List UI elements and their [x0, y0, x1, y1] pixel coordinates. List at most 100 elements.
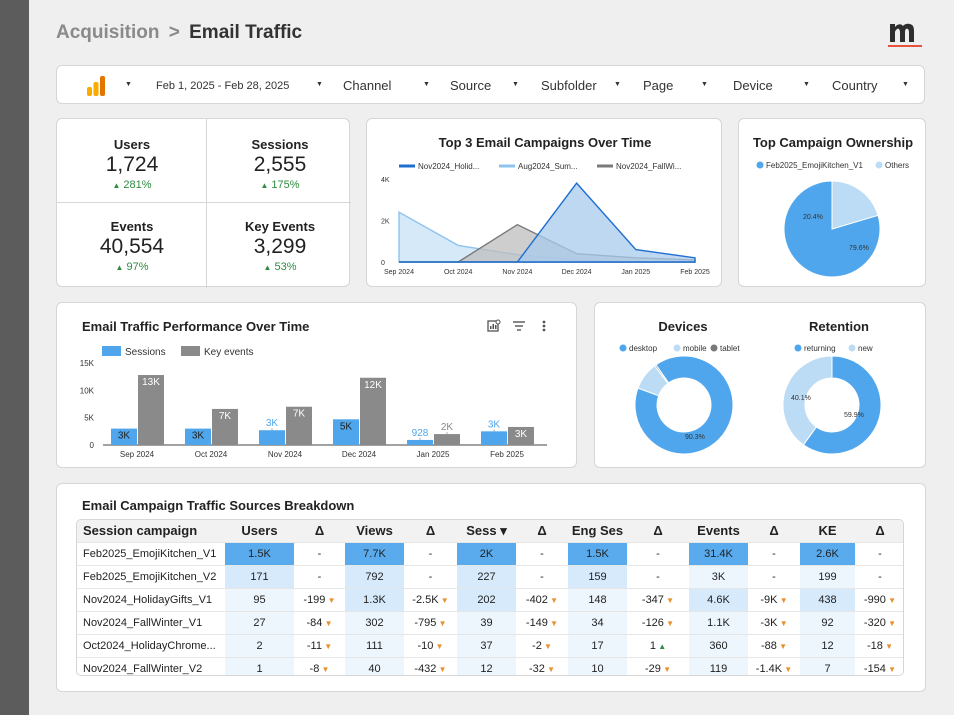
column-header[interactable]: Δ [855, 520, 903, 542]
subfolder-caret[interactable]: ▼ [614, 81, 621, 88]
table-row[interactable]: Feb2025_EmojiKitchen_V2 171 - 792 - 227 - 159 - 3… [77, 564, 903, 588]
delta-value: - [428, 570, 433, 583]
delta-value: -11 [306, 639, 322, 652]
data-label: 12K [364, 380, 382, 391]
column-header[interactable]: Sess ▾ [457, 520, 516, 542]
arrow-down-icon: ▼ [885, 595, 897, 605]
legend-dot [794, 344, 802, 352]
more-options-icon[interactable] [538, 319, 550, 333]
pie-slice-1 [831, 180, 879, 230]
column-header[interactable]: Eng Ses [568, 520, 627, 542]
table-cell: 12 [457, 656, 516, 675]
ownership-pie-chart[interactable]: Feb2025_EmojiKitchen_V1 Others 79.6% 20.4% [739, 155, 925, 285]
column-header[interactable]: Views [345, 520, 404, 542]
sources-table-container: Session campaign Users Δ Views Δ Sess ▾ Δ Eng S… [76, 519, 904, 676]
channel-filter[interactable]: Channel [343, 66, 391, 105]
performance-bar-chart[interactable]: Sessions Key events 15K 10K 5K 0 3K 13K Sep 2024… [57, 339, 576, 467]
delta-value: - [540, 570, 544, 583]
column-header[interactable]: Δ [404, 520, 457, 542]
table-cell: 360 [689, 633, 748, 657]
ownership-panel: Top Campaign Ownership Feb2025_EmojiKitc… [738, 118, 926, 287]
campaigns-over-time-panel: Top 3 Email Campaigns Over Time Nov2024_… [366, 118, 722, 287]
column-header[interactable]: Δ [516, 520, 568, 542]
campaigns-chart-title: Top 3 Email Campaigns Over Time [438, 135, 652, 150]
kpi-label: Key Events [244, 219, 316, 234]
chart-settings-icon[interactable] [487, 319, 501, 333]
data-label: 13K [142, 377, 160, 388]
source-caret[interactable]: ▼ [512, 81, 519, 88]
arrow-down-icon: ▼ [541, 641, 552, 651]
country-filter[interactable]: Country [832, 66, 878, 105]
page-caret[interactable]: ▼ [701, 81, 708, 88]
delta-value: - [428, 547, 433, 560]
delta-value: -84 [306, 616, 323, 629]
table-cell: 438 [800, 587, 855, 611]
device-caret[interactable]: ▼ [803, 81, 810, 88]
kpi-delta: ▲ 281% [59, 179, 205, 191]
column-header[interactable]: Users [225, 520, 294, 542]
table-header-row: Session campaign Users Δ Views Δ Sess ▾ Δ Eng S… [77, 520, 903, 542]
column-header[interactable]: Δ [748, 520, 800, 542]
devices-chart-title: Devices [658, 319, 708, 334]
source-filter[interactable]: Source [450, 66, 491, 105]
source-filter-label: Source [450, 78, 492, 93]
table-cell: 1 ▲ [627, 633, 689, 657]
arrow-down-icon: ▼ [777, 595, 788, 605]
table-row[interactable]: Nov2024_HolidayGifts_V1 95 -199 ▼ 1.3K -2.5K… [77, 587, 903, 611]
table-cell: -32 ▼ [516, 656, 568, 675]
table-cell: -9K ▼ [748, 587, 800, 611]
delta-value: -795 [414, 616, 437, 629]
subfolder-filter[interactable]: Subfolder [541, 66, 597, 105]
devices-donut-chart[interactable]: desktop mobile tablet 90.3% [599, 339, 769, 467]
delta-value: -29 [644, 662, 661, 675]
device-filter[interactable]: Device [733, 66, 773, 105]
column-header[interactable]: KE [800, 520, 855, 542]
table-cell: 7 [800, 656, 855, 675]
y-tick-label: 0 [90, 441, 95, 450]
table-cell: - [855, 564, 903, 588]
kpi-label: Events [110, 219, 154, 234]
table-row[interactable]: Oct2024_HolidayChrome... 2 -11 ▼ 111 -10 ▼ 37… [77, 633, 903, 657]
date-range-caret[interactable]: ▼ [316, 81, 323, 88]
column-header[interactable]: Δ [627, 520, 689, 542]
table-cell: 202 [457, 587, 516, 611]
legend-label: Feb2025_EmojiKitchen_V1 [766, 161, 864, 170]
table-cell: - [627, 541, 689, 565]
analytics-icon[interactable] [85, 75, 107, 97]
data-label: 3K [118, 431, 131, 442]
delta-value: - [656, 547, 660, 560]
date-range-filter[interactable]: Feb 1, 2025 - Feb 28, 2025 [156, 66, 289, 105]
page-filter[interactable]: Page [643, 66, 673, 105]
column-header[interactable]: Δ [294, 520, 345, 542]
analytics-dropdown-caret[interactable]: ▼ [125, 81, 132, 88]
table-cell: -29 ▼ [627, 656, 689, 675]
channel-filter-label: Channel [343, 78, 392, 93]
country-caret[interactable]: ▼ [902, 81, 909, 88]
table-cell: 111 [345, 633, 404, 657]
legend-label: Others [885, 161, 909, 170]
table-row[interactable]: Nov2024_FallWinter_V2 1 -8 ▼ 40 -432 ▼ 12 -32 … [77, 656, 903, 675]
filter-icon[interactable] [512, 319, 526, 333]
arrow-down-icon: ▼ [322, 618, 333, 628]
data-label: 928 [412, 428, 429, 439]
retention-chart-title: Retention [809, 319, 869, 334]
y-tick-label: 4K [381, 177, 390, 184]
column-header[interactable]: Session campaign [77, 520, 225, 542]
returning-slice-label: 59.9% [844, 412, 864, 419]
pie-slice-1 [782, 355, 833, 446]
breadcrumb-acquisition[interactable]: Acquisition [56, 22, 160, 43]
arrow-down-icon: ▼ [660, 664, 672, 674]
x-tick-label: Jan 2025 [417, 450, 450, 459]
bar [286, 406, 312, 445]
left-sidebar [0, 0, 29, 715]
retention-donut-chart[interactable]: returning new 59.9% 40.1% [765, 339, 925, 467]
table-cell: -149 ▼ [516, 610, 568, 634]
arrow-down-icon: ▼ [433, 641, 444, 651]
campaigns-area-chart[interactable]: Nov2024_Holid... Aug2024_Sum... Nov2024_Fa… [367, 157, 721, 287]
channel-caret[interactable]: ▼ [423, 81, 430, 88]
delta-value: -432 [414, 662, 437, 675]
column-header[interactable]: Events [689, 520, 748, 542]
table-row[interactable]: Nov2024_FallWinter_V1 27 -84 ▼ 302 -795 ▼ 39-… [77, 610, 903, 634]
table-row[interactable]: Feb2025_EmojiKitchen_V1 1.5K -7.7K -2K -1.5K… [77, 541, 903, 565]
legend-label: Nov2024_Holid... [418, 162, 479, 171]
